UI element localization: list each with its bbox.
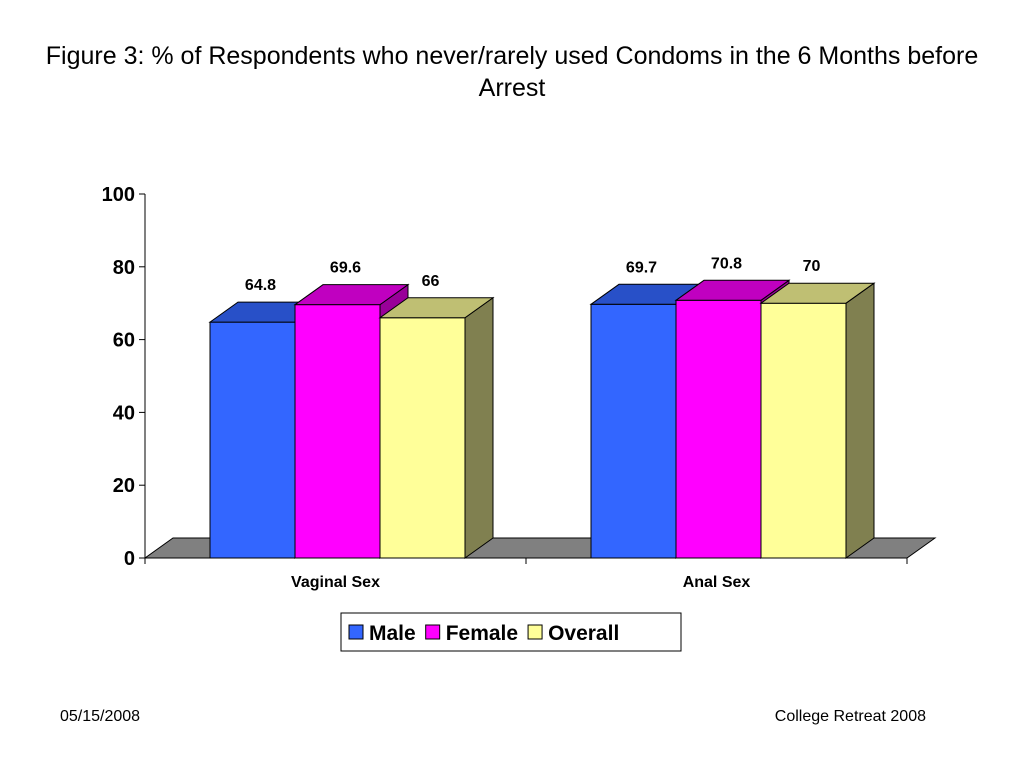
bar-front: [209, 321, 296, 559]
y-tick-label: 100: [102, 184, 135, 206]
legend-swatch: [425, 624, 441, 640]
legend-label: Female: [446, 622, 518, 645]
y-tick-label: 40: [113, 402, 135, 424]
bar-front: [760, 302, 847, 559]
chart-bars: [208, 279, 876, 559]
legend-swatch: [348, 624, 364, 640]
bar-front: [294, 304, 381, 559]
bar: [378, 296, 495, 559]
x-tick-label: Anal Sex: [683, 574, 751, 591]
legend-label: Overall: [548, 622, 619, 645]
legend-item: Male: [348, 622, 416, 645]
x-tick-label: Vaginal Sex: [291, 574, 380, 591]
y-tick-label: 60: [113, 330, 135, 352]
bar-front: [379, 317, 466, 559]
slide-title: Figure 3: % of Respondents who never/rar…: [45, 42, 979, 102]
footer-event: College Retreat 2008: [774, 708, 926, 725]
bar-top: [759, 282, 876, 304]
bar-front: [590, 303, 677, 559]
bar: [759, 282, 876, 559]
y-tick-label: 0: [124, 548, 135, 570]
bar-top: [674, 279, 791, 301]
bar-top: [293, 284, 410, 306]
legend-label: Male: [369, 622, 416, 645]
bar-front: [675, 299, 762, 559]
chart-data-labels: 64.8 69.6 66 69.7 70.8 70: [245, 255, 821, 294]
legend-box: [340, 612, 682, 652]
y-tick-label: 80: [113, 257, 135, 279]
y-tick-label: 20: [113, 475, 135, 497]
legend-item: Overall: [527, 622, 619, 645]
data-label: 70: [803, 258, 821, 275]
data-label: 66: [422, 273, 440, 290]
bar-side: [845, 282, 875, 559]
chart-axes: 0 20 40 60 80 100 Vaginal Sex Anal Sex: [102, 184, 908, 591]
bar-top: [378, 297, 495, 319]
data-label: 69.6: [330, 260, 361, 277]
chart-legend: Male Female Overall: [340, 612, 682, 652]
bar-side: [464, 296, 494, 559]
data-label: 69.7: [626, 259, 657, 276]
legend-swatch: [527, 624, 543, 640]
data-label: 70.8: [711, 255, 742, 272]
footer-date: 05/15/2008: [60, 708, 141, 725]
data-label: 64.8: [245, 277, 276, 294]
legend-item: Female: [425, 622, 518, 645]
